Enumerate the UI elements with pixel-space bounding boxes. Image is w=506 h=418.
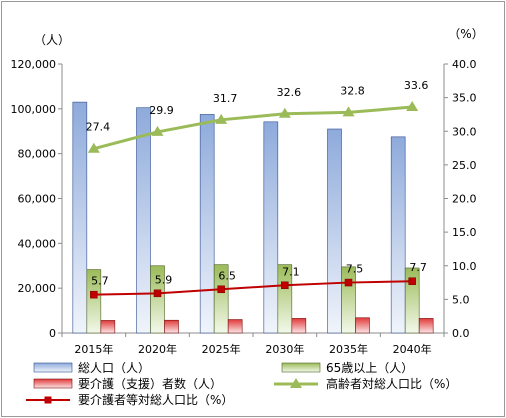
right-tick-label: 5.0	[452, 293, 470, 306]
right-tick-label: 10.0	[452, 260, 477, 273]
bar	[355, 317, 370, 334]
bar	[263, 121, 279, 334]
point	[151, 125, 164, 136]
bar	[100, 320, 116, 334]
data-label: 7.7	[409, 261, 427, 274]
x-tick-label: 2040年	[393, 342, 432, 356]
point	[281, 281, 289, 290]
bar	[327, 128, 342, 334]
left-tick-label: 100,000	[11, 103, 57, 116]
point	[217, 285, 225, 294]
legend-marker	[44, 396, 52, 404]
legend-swatch	[33, 362, 73, 373]
left-tick-label: 40,000	[18, 237, 57, 250]
data-label: 6.5	[218, 269, 236, 282]
data-label: 27.4	[86, 121, 111, 134]
legend-label: 要介護（支援）者数（人）	[78, 376, 222, 391]
legend-label: 高齢者対総人口比（%）	[326, 376, 457, 391]
point	[278, 107, 291, 118]
left-tick-label: 0	[49, 327, 56, 340]
bar	[72, 101, 88, 334]
bar	[291, 318, 307, 334]
data-label: 33.6	[404, 79, 429, 92]
legend-item: 高齢者対総人口比（%）	[274, 376, 457, 391]
x-tick-label: 2035年	[329, 342, 368, 356]
point	[90, 290, 98, 299]
left-tick-label: 120,000	[11, 58, 57, 71]
legend-swatch	[33, 378, 73, 389]
legend-item: 65歳以上（人）	[281, 361, 413, 375]
point	[342, 106, 355, 117]
bar	[390, 136, 406, 334]
data-label: 5.7	[91, 275, 109, 288]
legend-label: 65歳以上（人）	[326, 361, 413, 375]
bar	[418, 318, 434, 334]
point	[344, 278, 353, 287]
right-tick-label: 25.0	[452, 159, 477, 172]
x-tick-label: 2025年	[202, 342, 241, 356]
bar	[150, 265, 165, 334]
bar	[227, 319, 243, 334]
data-label: 31.7	[213, 92, 238, 105]
series-line	[93, 280, 413, 296]
bar	[213, 264, 229, 334]
legend-label: 要介護者等対総人口比（%）	[78, 392, 233, 407]
legend-swatch	[281, 362, 321, 373]
series-line	[93, 105, 413, 151]
bar	[164, 319, 179, 334]
right-tick-label: 20.0	[452, 193, 477, 206]
left-tick-label: 80,000	[18, 148, 57, 161]
right-tick-label: 30.0	[452, 125, 477, 138]
data-label: 29.9	[149, 104, 174, 117]
data-label: 32.6	[277, 86, 302, 99]
right-tick-label: 0.0	[452, 327, 470, 340]
left-axis-unit: （人）	[34, 33, 70, 47]
point	[215, 113, 228, 124]
right-tick-label: 40.0	[452, 58, 477, 71]
legend-marker	[290, 378, 302, 388]
data-label: 5.9	[155, 273, 173, 286]
point	[87, 142, 100, 153]
legend-item: 要介護者等対総人口比（%）	[26, 392, 233, 407]
legend-label: 総人口（人）	[78, 361, 150, 375]
data-label: 32.8	[340, 84, 365, 97]
x-tick-label: 2015年	[74, 342, 113, 356]
legend-item: 総人口（人）	[33, 361, 150, 375]
point	[153, 289, 162, 298]
point	[406, 101, 419, 112]
legend-item: 要介護（支援）者数（人）	[33, 376, 222, 391]
data-label: 7.1	[282, 265, 300, 278]
bar	[86, 269, 102, 334]
point	[408, 277, 416, 285]
right-axis-unit: （%）	[448, 27, 483, 41]
data-label: 7.5	[346, 263, 364, 276]
left-tick-label: 60,000	[18, 193, 57, 206]
right-tick-label: 35.0	[452, 92, 477, 105]
bar	[341, 266, 356, 334]
right-tick-label: 15.0	[452, 226, 477, 239]
left-tick-label: 20,000	[18, 282, 57, 295]
bar	[136, 107, 151, 334]
bar	[199, 114, 215, 334]
x-tick-label: 2030年	[265, 342, 304, 356]
x-tick-label: 2020年	[138, 342, 177, 356]
